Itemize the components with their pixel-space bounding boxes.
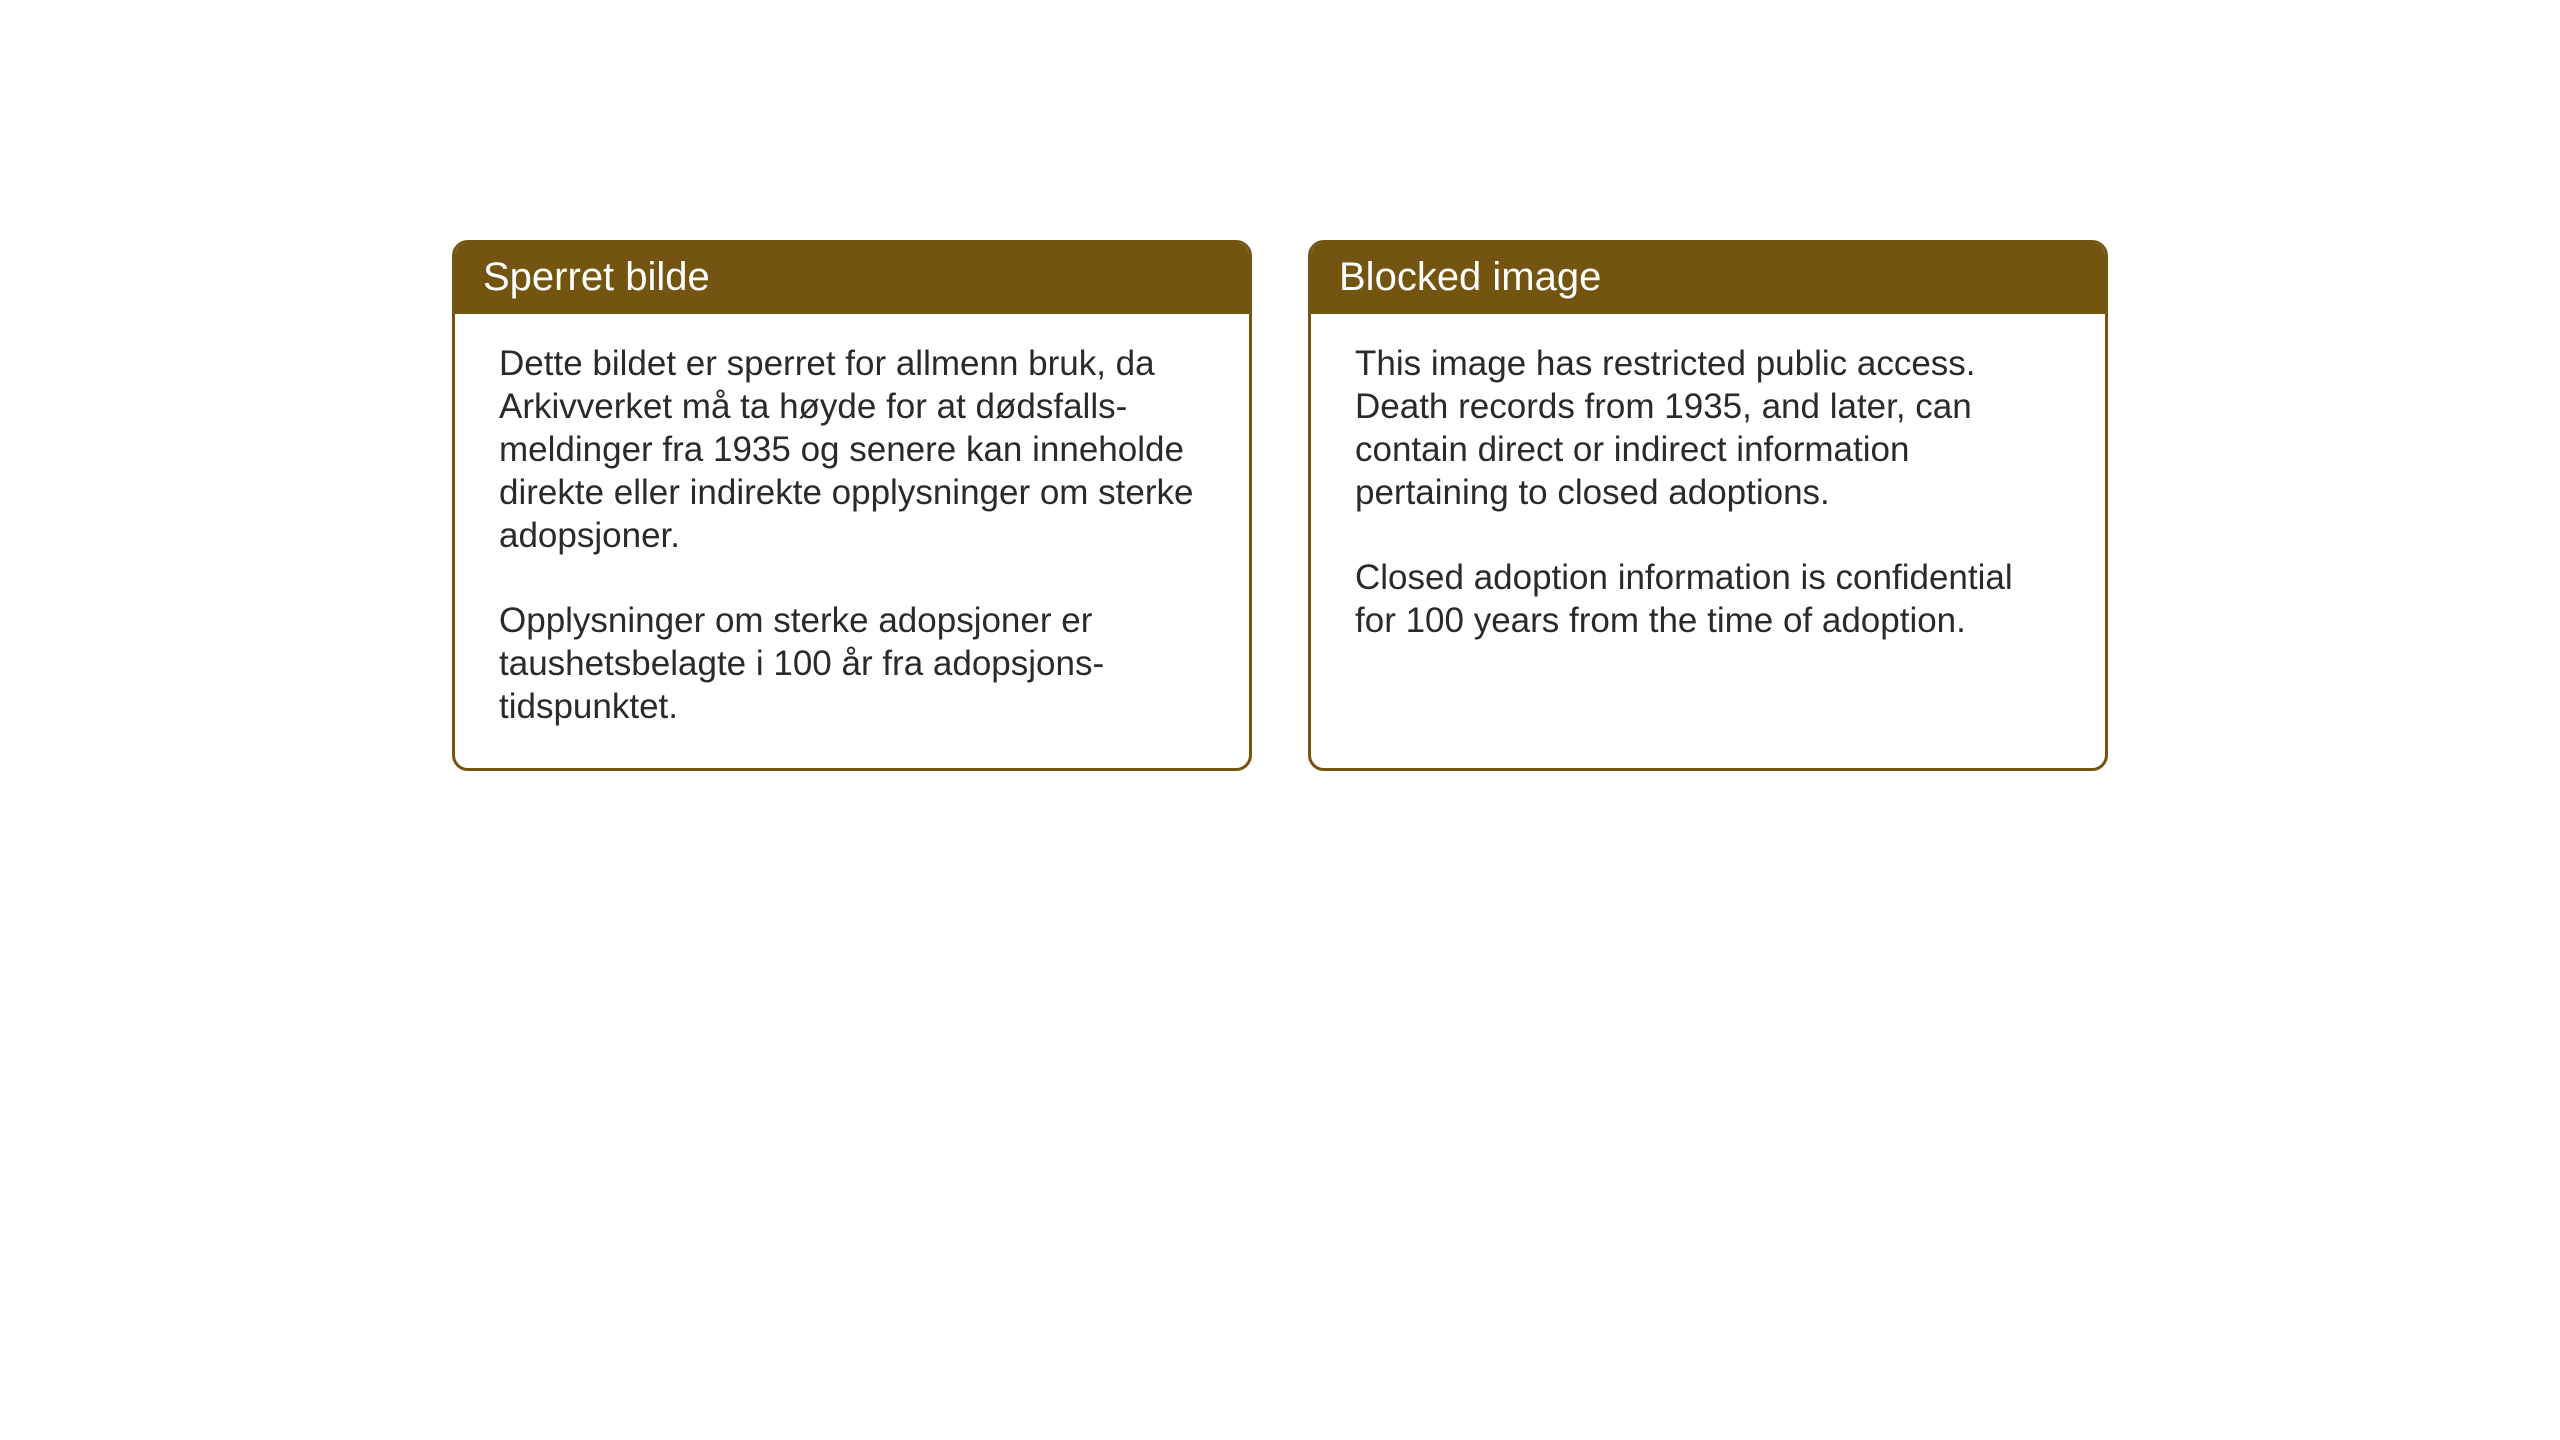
notice-container: Sperret bilde Dette bildet er sperret fo… [452, 240, 2108, 771]
card-body-norwegian: Dette bildet er sperret for allmenn bruk… [455, 314, 1249, 768]
card-body-english: This image has restricted public access.… [1311, 314, 2105, 682]
notice-card-norwegian: Sperret bilde Dette bildet er sperret fo… [452, 240, 1252, 771]
card-header-norwegian: Sperret bilde [455, 243, 1249, 314]
card-title-english: Blocked image [1339, 255, 1601, 299]
card-header-english: Blocked image [1311, 243, 2105, 314]
card-paragraph2-english: Closed adoption information is confident… [1355, 556, 2061, 642]
card-paragraph1-norwegian: Dette bildet er sperret for allmenn bruk… [499, 342, 1205, 557]
notice-card-english: Blocked image This image has restricted … [1308, 240, 2108, 771]
card-paragraph1-english: This image has restricted public access.… [1355, 342, 2061, 514]
card-title-norwegian: Sperret bilde [483, 255, 710, 299]
card-paragraph2-norwegian: Opplysninger om sterke adopsjoner er tau… [499, 599, 1205, 728]
